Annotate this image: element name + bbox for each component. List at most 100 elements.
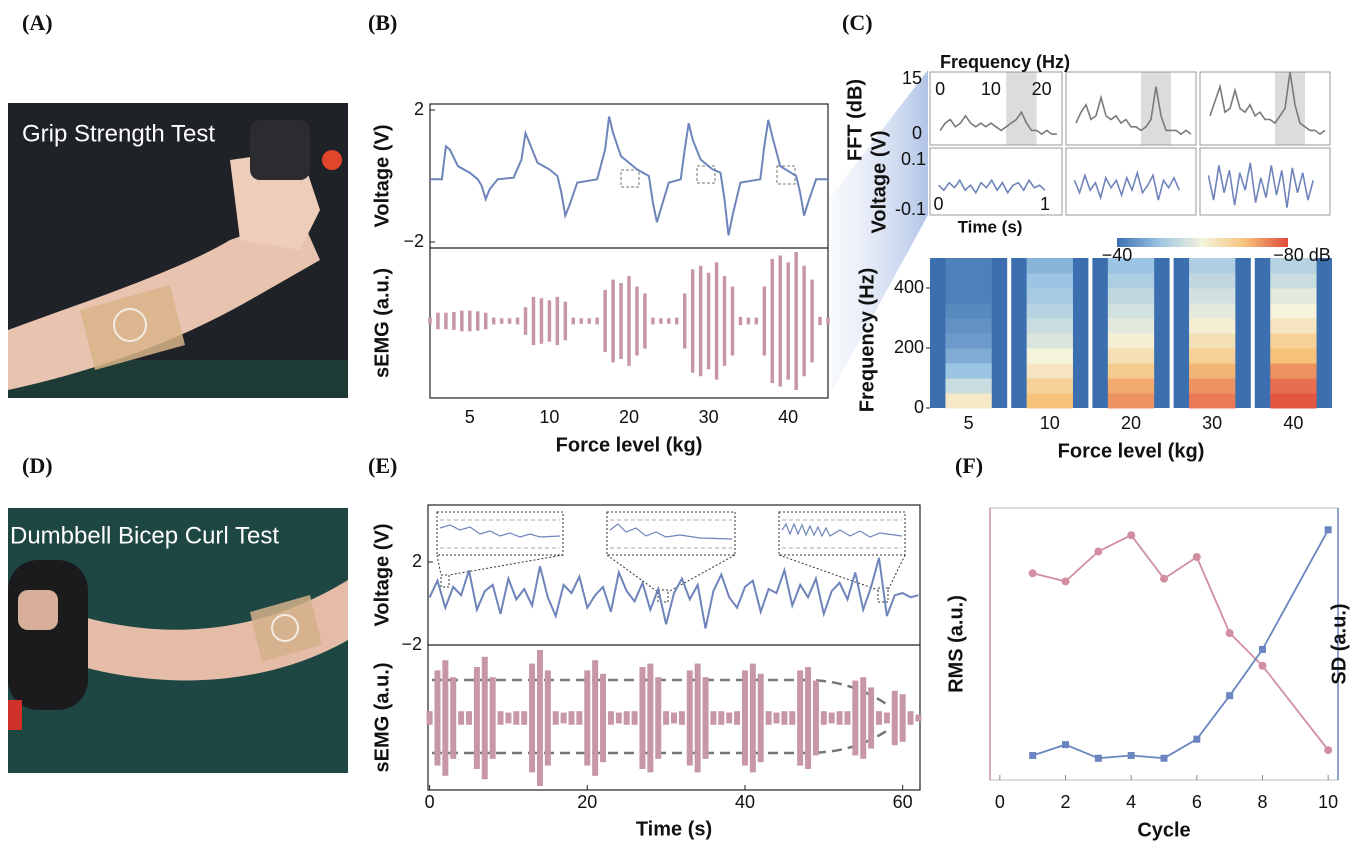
semg-sample: [450, 677, 457, 759]
axis-title: Frequency (Hz): [856, 268, 878, 412]
semg-sample: [481, 656, 488, 780]
spectrogram-cell: [1107, 333, 1155, 349]
spectrogram-cell: [1026, 378, 1073, 394]
semg-sample: [571, 317, 576, 325]
semg-sample: [765, 711, 772, 725]
voltage-line: [1073, 169, 1180, 201]
point: [1094, 547, 1103, 556]
semg-sample: [476, 311, 480, 331]
spectrogram-cell: [1107, 288, 1155, 304]
spectrogram-cell: [1189, 318, 1236, 334]
semg-sample: [611, 279, 615, 363]
semg-sample: [466, 711, 472, 725]
semg-sample: [710, 711, 717, 725]
spectrogram-cell: [1189, 273, 1236, 289]
x-tick-label: 20: [577, 792, 597, 812]
point: [1258, 645, 1266, 653]
panel-label: (C): [842, 10, 873, 35]
semg-sample: [667, 318, 671, 324]
panel-label: (A): [22, 10, 53, 35]
point: [1225, 629, 1234, 638]
x-tick-label: 10: [1318, 792, 1338, 812]
y-tick-label: 2: [414, 99, 424, 119]
spectrogram-cell: [1026, 273, 1073, 289]
point: [1028, 569, 1037, 578]
semg-sample: [576, 711, 583, 725]
y-tick-label: 0.1: [901, 149, 926, 169]
highlight-band: [1275, 72, 1305, 145]
semg-sample: [891, 690, 898, 746]
spectrogram-cell: [1189, 363, 1236, 379]
x-tick-label: 4: [1126, 792, 1136, 812]
x-tick-label: 5: [465, 407, 475, 427]
y-tick-label: 0: [914, 397, 924, 417]
point: [1226, 692, 1234, 700]
semg-sample: [428, 317, 432, 325]
semg-sample: [675, 317, 679, 325]
semg-sample: [521, 711, 528, 725]
semg-sample: [781, 711, 788, 725]
semg-sample: [860, 677, 867, 759]
semg-sample: [805, 667, 812, 769]
spectrogram-cell: [1270, 303, 1317, 319]
spectrogram-cell: [1189, 333, 1236, 349]
plot-frame: [1199, 71, 1331, 146]
highlight-band: [1006, 72, 1037, 145]
spectrogram-cell: [1026, 333, 1073, 349]
plot-frame: [1065, 71, 1197, 146]
x-tick-label: 30: [1202, 413, 1222, 433]
axis-title: Force level (kg): [1058, 440, 1205, 462]
point: [1029, 752, 1037, 760]
semg-sample: [741, 670, 748, 766]
zoom-box: [620, 165, 796, 188]
x-tick-label: 40: [735, 792, 755, 812]
semg-sample: [595, 317, 599, 325]
x-tick-label: 40: [778, 407, 798, 427]
semg-sample: [539, 298, 544, 344]
point: [1192, 552, 1201, 561]
semg-sample: [623, 711, 630, 725]
semg-sample: [444, 312, 448, 330]
semg-sample: [592, 660, 599, 776]
point: [1193, 735, 1201, 743]
x-tick-label: 20: [1032, 79, 1052, 99]
point: [1324, 526, 1332, 534]
spectrogram-cell: [1107, 348, 1155, 364]
semg-sample: [868, 687, 875, 749]
panel-label: (D): [22, 453, 53, 478]
semg-sample: [690, 269, 695, 373]
spectrogram-cell: [945, 318, 992, 334]
semg-sample: [603, 289, 607, 353]
semg-sample: [770, 258, 775, 384]
semg-sample: [587, 318, 591, 324]
axis-title: Frequency (Hz): [940, 52, 1070, 72]
axis-title: SD (a.u.): [1328, 603, 1350, 684]
spectrogram-cell: [1189, 348, 1236, 364]
semg-sample: [468, 310, 472, 332]
semg-sample: [615, 712, 622, 724]
axis-title: Time (s): [636, 818, 712, 840]
semg-sample: [552, 711, 559, 725]
semg-sample: [491, 317, 496, 325]
axis-title: RMS (a.u.): [945, 595, 967, 693]
semg-sample: [563, 301, 568, 341]
spectrogram-cell: [1107, 363, 1155, 379]
semg-sample: [786, 262, 790, 380]
point: [1127, 531, 1136, 540]
x-tick-label: 1: [1040, 194, 1050, 214]
photo-caption: Grip Strength Test: [22, 120, 215, 147]
semg-sample: [828, 712, 835, 724]
plot-frame: [1199, 147, 1331, 216]
semg-sample: [505, 712, 512, 724]
semg-sample: [682, 293, 687, 349]
semg-sample: [460, 310, 464, 332]
semg-sample: [507, 318, 512, 324]
semg-sample: [802, 265, 806, 377]
point: [1062, 741, 1070, 749]
spectrogram-cell: [945, 363, 992, 379]
y-tick-label: -0.1: [895, 199, 926, 219]
spectrogram-cell: [1026, 348, 1073, 364]
semg-sample: [619, 283, 623, 359]
spectrogram-cell: [1189, 303, 1236, 319]
